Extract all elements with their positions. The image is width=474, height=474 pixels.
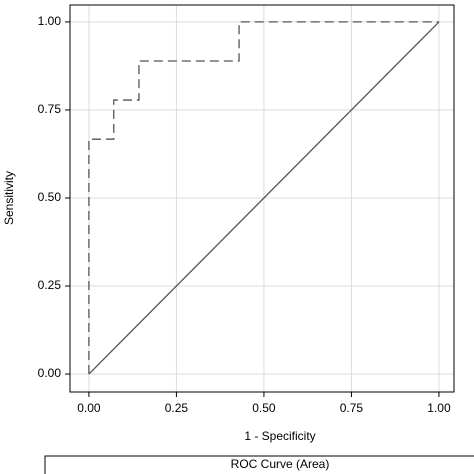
line: [88, 21, 439, 375]
y-tick-label: 0.75: [38, 102, 62, 116]
y-tick-label: 0.00: [38, 366, 62, 380]
x-tick-label: 0.25: [165, 401, 189, 415]
legend-title: ROC Curve (Area): [231, 457, 330, 471]
x-tick-label: 0.00: [77, 401, 101, 415]
x-tick-label: 1.00: [427, 401, 451, 415]
y-tick-label: 1.00: [38, 14, 62, 28]
plot-frame: [69, 4, 455, 393]
y-tick-label: 0.50: [38, 190, 62, 204]
y-axis-title: Sensitivity: [2, 171, 16, 225]
legend-box: [44, 455, 474, 474]
line: [88, 21, 440, 375]
x-tick-label: 0.50: [252, 401, 276, 415]
y-tick-label: 0.25: [38, 278, 62, 292]
x-tick-label: 0.75: [340, 401, 364, 415]
x-axis-title: 1 - Specificity: [244, 429, 315, 443]
